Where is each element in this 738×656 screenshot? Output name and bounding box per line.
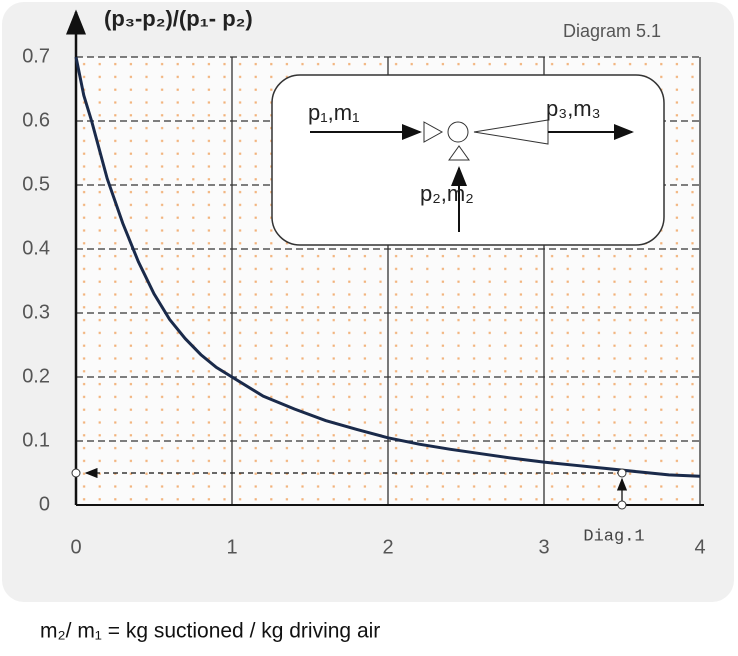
y-tick-label: 0.4 [22, 237, 50, 259]
y-tick-label: 0 [39, 493, 50, 515]
annotation-point [617, 468, 627, 478]
y-tick-label: 0.2 [22, 365, 50, 387]
annotation-point [617, 500, 627, 510]
inlet-label: p₁,m₁ [308, 100, 360, 125]
x-tick-label: 3 [538, 536, 549, 558]
y-axis-label: (p₃-p₂)/(p₁- p₂) [104, 6, 253, 31]
chart-title: Diagram 5.1 [563, 21, 661, 41]
nozzle [423, 121, 444, 143]
y-tick-label: 0.6 [22, 109, 50, 131]
y-tick-label: 0.1 [22, 429, 50, 451]
inset: p₁,m₁ p₃,m₃ p₂,m₂ [271, 74, 665, 246]
x-tick-label: 1 [226, 536, 237, 558]
suction-nozzle [448, 145, 470, 161]
mixer [447, 121, 469, 143]
suction-label: p₂,m₂ [420, 181, 474, 206]
outlet-label: p₃,m₃ [546, 96, 601, 121]
x-tick-label: 4 [694, 536, 705, 558]
y-tick-label: 0.3 [22, 301, 50, 323]
x-tick-label: 2 [382, 536, 393, 558]
data-line [74, 56, 701, 478]
y-tick-label: 0.7 [22, 45, 50, 67]
annotation-point [71, 468, 81, 478]
x-axis-label: m₂/ m₁ = kg suctioned / kg driving air [40, 620, 380, 643]
annotation-label: Diag.1 [583, 527, 644, 546]
x-tick-label: 0 [70, 536, 81, 558]
y-tick-label: 0.5 [22, 173, 50, 195]
